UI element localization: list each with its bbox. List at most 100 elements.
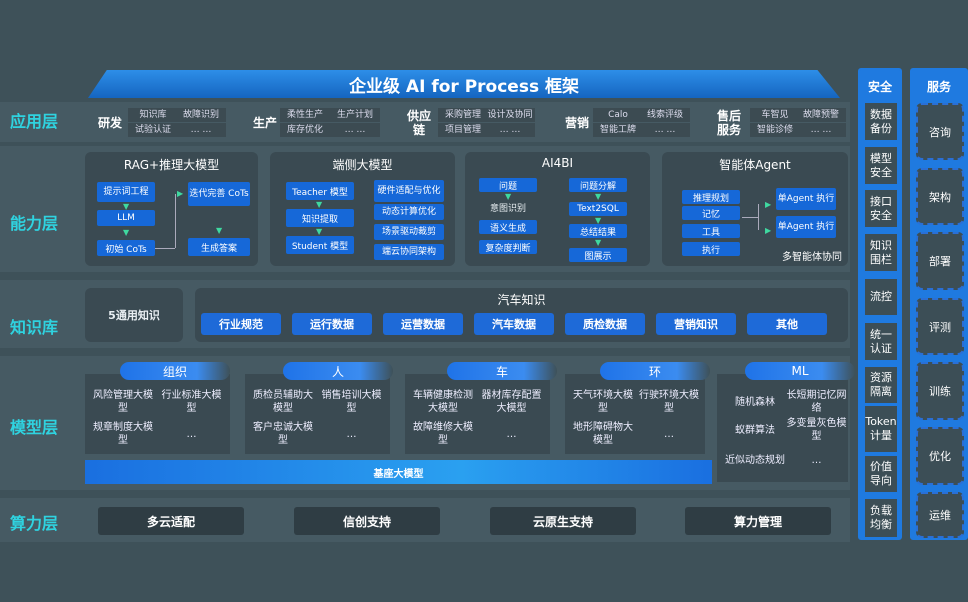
app-group-0: 研发 [97,116,122,130]
app-group-3: 营销 [564,116,589,130]
app-item[interactable]: 智能工牌 [593,123,643,137]
security-item[interactable]: 负载均衡 [865,499,897,537]
compute-item[interactable]: 算力管理 [685,507,831,535]
layer-label-capability: 能力层 [10,214,59,233]
model-item: 车辆健康检测大模型 [413,390,473,414]
agent-executor: 单Agent 执行 [776,216,836,238]
compute-item[interactable]: 多云适配 [98,507,244,535]
app-group-2: 供应链 [406,109,431,137]
edge-feature: 端云协同架构 [374,244,444,260]
arrow-down-icon: ▼ [216,226,223,235]
service-item[interactable]: 评测 [916,298,964,355]
arrow-down-icon: ▼ [595,238,602,247]
app-item[interactable]: 线索评级 [640,108,690,122]
knowledge-item[interactable]: 其他 [747,313,827,335]
security-item[interactable]: 流控 [865,279,897,315]
app-item[interactable]: 项目管理 [438,123,488,137]
agent-panel: 智能体Agent ▶ ▶ 多智能体协同 推理规划 记忆 工具 执行 单Agent 执行单… [662,152,848,266]
app-group-1: 生产 [252,116,277,130]
app-item[interactable]: 库存优化 [280,123,330,137]
security-item[interactable]: 数据备份 [865,103,897,140]
app-item[interactable]: … … [176,123,226,137]
rag-title: RAG+推理大模型 [123,158,220,172]
app-item[interactable]: 故障预警 [796,108,846,122]
compute-item[interactable]: 云原生支持 [490,507,636,535]
bi-step: 总结结果 [569,224,627,238]
model-item: 销售培训大模型 [321,390,382,414]
model-group-tab[interactable]: 人 [283,362,393,380]
arrow-down-icon: ▼ [595,216,602,225]
multi-agent-caption: 多智能体协同 [782,252,842,263]
security-item[interactable]: Token计量 [865,406,897,452]
security-item[interactable]: 知识围栏 [865,234,897,271]
service-title: 服务 [926,80,951,94]
service-item[interactable]: 部署 [916,232,964,290]
app-item[interactable]: … … [485,123,535,137]
model-group-tab[interactable]: ML [745,362,855,380]
security-item[interactable]: 资源隔离 [865,367,897,403]
model-item: 行驶环境大模型 [639,390,699,414]
app-item[interactable]: … … [330,123,380,137]
app-item[interactable]: 车智见 [750,108,800,122]
knowledge-item[interactable]: 质检数据 [565,313,645,335]
app-item[interactable]: 故障识别 [176,108,226,122]
app-item[interactable]: … … [796,123,846,137]
knowledge-item[interactable]: 营销知识 [656,313,736,335]
app-item[interactable]: Calo [593,108,643,122]
model-item: 蚁群算法 [735,424,775,436]
knowledge-item[interactable]: 运营数据 [383,313,463,335]
app-item[interactable]: 智能诊修 [750,123,800,137]
agent-step: 记忆 [682,206,740,220]
edge-model-panel: 端侧大模型 Teacher 模型 ▼ 知识提取 ▼ Student 模型 硬件适配与优化动… [270,152,455,266]
general-knowledge: 5通用知识 [85,288,183,342]
model-group-tab[interactable]: 组织 [120,362,230,380]
model-item: 随机森林 [735,396,775,408]
connector-line [742,217,758,218]
compute-item[interactable]: 信创支持 [294,507,440,535]
connector-line [175,194,176,248]
security-item[interactable]: 统一认证 [865,323,897,360]
bi-step: 复杂度判断 [479,240,537,254]
bi-step: 图展示 [569,248,627,262]
rag-step: 提示词工程 [97,182,155,202]
arrow-right-icon: ▶ [765,226,772,235]
arrow-down-icon: ▼ [123,228,130,237]
rag-step: 迭代完善 CoTs [188,182,250,206]
app-item[interactable]: 设计及协同 [485,108,535,122]
model-group-tab[interactable]: 车 [447,362,557,380]
ai4bi-panel: AI4BI 问题 ▼ 意图识别 语义生成 复杂度判断 问题分解 ▼ Text2SQL ▼ 总结结果… [465,152,650,266]
model-group-tab[interactable]: 环 [600,362,710,380]
model-item: 故障维修大模型 [413,422,473,446]
knowledge-item[interactable]: 行业规范 [201,313,281,335]
app-item[interactable]: 采购管理 [438,108,488,122]
security-item[interactable]: 接口安全 [865,190,897,227]
knowledge-item[interactable]: 汽车数据 [474,313,554,335]
model-item: 地形障碍物大模型 [573,422,633,446]
service-item[interactable]: 咨询 [916,103,964,160]
service-item[interactable]: 运维 [916,492,964,538]
knowledge-item[interactable]: 运行数据 [292,313,372,335]
bi-step: Text2SQL [569,202,627,216]
arrow-down-icon: ▼ [316,200,323,209]
edge-step: Student 模型 [286,236,354,254]
agent-title: 智能体Agent [719,158,791,172]
service-item[interactable]: 架构 [916,168,964,225]
model-group-panel: 天气环境大模型 行驶环境大模型 地形障碍物大模型… [565,374,705,454]
service-item[interactable]: 优化 [916,427,964,485]
model-item: … [811,454,822,466]
security-item[interactable]: 模型安全 [865,147,897,184]
base-model-bar: 基座大模型 [85,460,712,484]
app-item[interactable]: 柔性生产 [280,108,330,122]
security-item[interactable]: 价值导向 [865,456,897,492]
agent-step: 执行 [682,242,740,256]
app-item[interactable]: 生产计划 [330,108,380,122]
model-item: … [346,428,357,440]
arrow-right-icon: ▶ [177,189,184,198]
service-item[interactable]: 训练 [916,362,964,420]
app-item[interactable]: 知识库 [128,108,178,122]
model-item: 行业标准大模型 [161,390,222,414]
app-item[interactable]: … … [640,123,690,137]
rag-step: 初始 CoTs [97,240,155,256]
app-item[interactable]: 试验认证 [128,123,178,137]
model-item: … [664,428,674,440]
